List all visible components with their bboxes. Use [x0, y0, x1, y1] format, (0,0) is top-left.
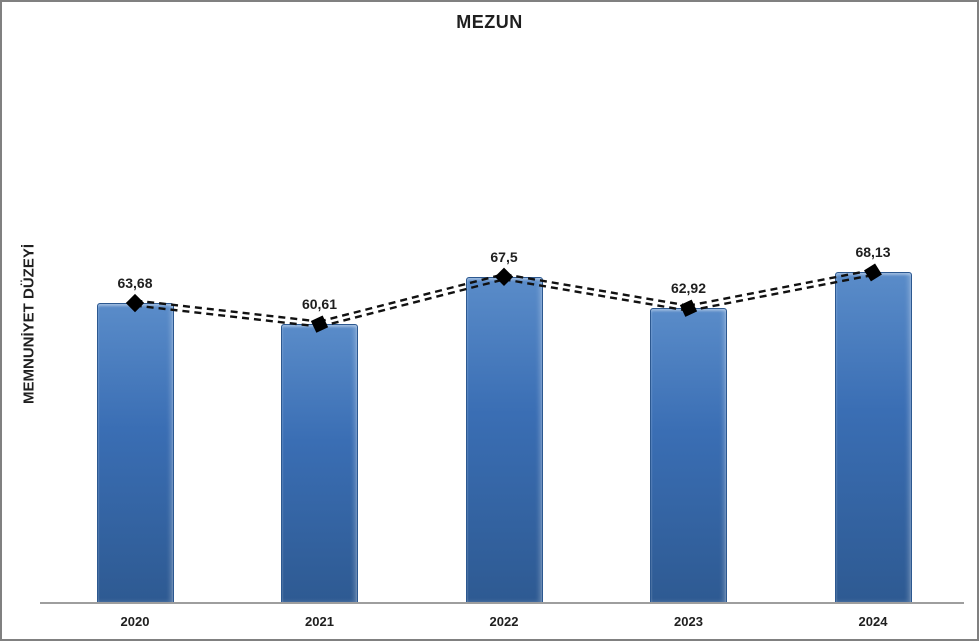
data-label-2021: 60,61: [301, 296, 338, 313]
bar-2020: [96, 303, 174, 603]
bar-2021: [281, 324, 358, 603]
data-label-2020: 63,68: [117, 275, 153, 291]
y-axis-label: MEMNUNİYET DÜZEYİ: [20, 243, 38, 405]
bar-2024: [834, 272, 912, 603]
x-tick-2020: 2020: [120, 614, 150, 629]
data-label-2024: 68,13: [855, 244, 891, 261]
data-label-2022: 67,5: [490, 248, 518, 265]
x-tick-2022: 2022: [489, 614, 519, 629]
data-label-2023: 62,92: [670, 280, 707, 297]
x-tick-2021: 2021: [305, 614, 334, 629]
x-tick-2023: 2023: [674, 614, 703, 629]
x-axis-line: [40, 602, 964, 604]
bar-2023: [650, 308, 727, 603]
bar-2022: [465, 276, 543, 603]
x-tick-2024: 2024: [858, 614, 888, 629]
chart-title: MEZUN: [456, 12, 523, 32]
